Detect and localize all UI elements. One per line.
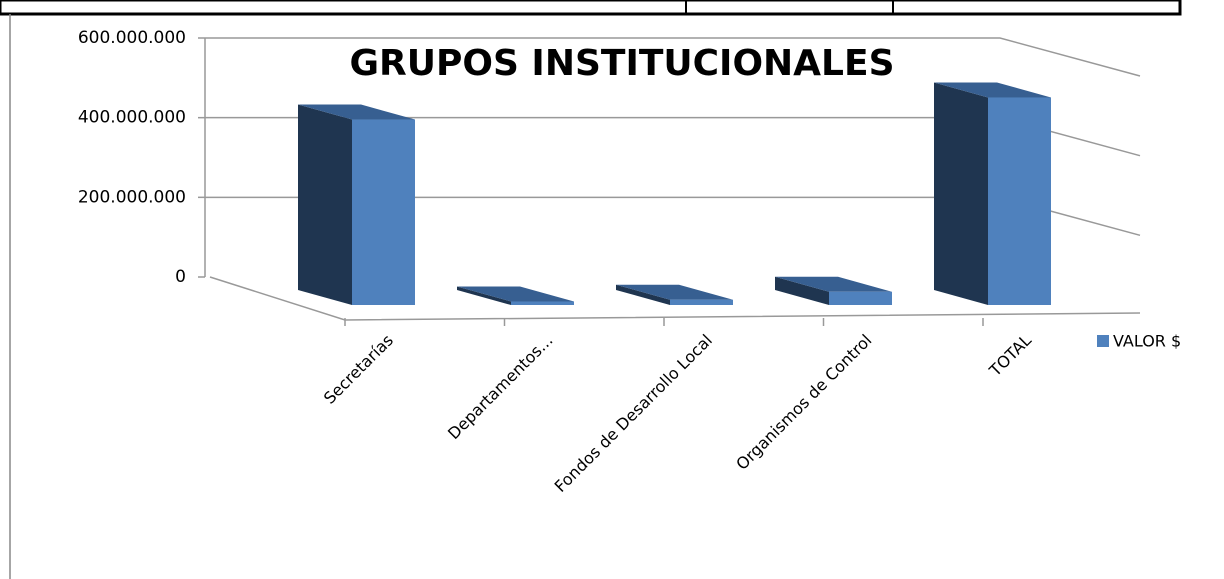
bar	[670, 299, 733, 305]
bar-top	[934, 82, 1051, 98]
bar-side	[457, 286, 511, 305]
bar	[829, 291, 892, 305]
bar-top	[775, 276, 892, 292]
grid-line	[205, 37, 1141, 77]
bar-side	[298, 104, 352, 305]
table-row	[0, 0, 1182, 16]
chart-title: GRUPOS INSTITUCIONALES	[349, 43, 894, 84]
bar	[352, 119, 415, 305]
bar-side	[934, 82, 988, 305]
y-tick-label: 600.000.000	[78, 28, 186, 48]
bar	[511, 301, 574, 305]
bar-top	[616, 284, 733, 300]
bar-side	[616, 284, 670, 305]
y-tick-label: 0	[175, 267, 186, 287]
x-tick-label: Departamentos...	[444, 331, 556, 443]
bar-top	[298, 104, 415, 120]
x-tick-label: Secretarías	[320, 331, 397, 408]
legend-label: VALOR $	[1113, 332, 1181, 351]
bar-side	[775, 276, 829, 305]
y-tick-label: 200.000.000	[78, 187, 186, 207]
bar-top	[457, 286, 574, 302]
y-tick-label: 400.000.000	[78, 108, 186, 128]
x-tick-label: Fondos de Desarrollo Local	[551, 331, 716, 496]
x-tick-label: Organismos de Control	[732, 331, 875, 474]
x-tick-label: TOTAL	[985, 331, 1035, 381]
legend-swatch	[1097, 335, 1109, 347]
bar	[988, 97, 1051, 305]
